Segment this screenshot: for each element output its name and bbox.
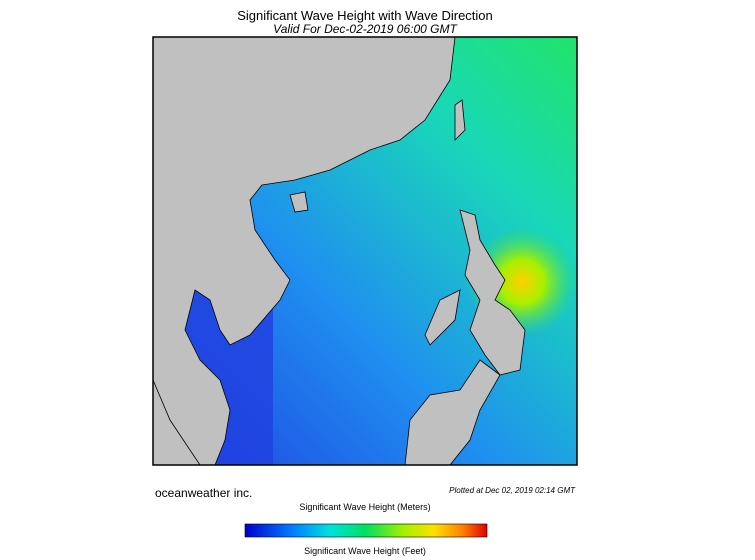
colorbar-feet-label: Significant Wave Height (Feet)	[304, 546, 426, 556]
map-frame	[152, 36, 578, 466]
subtitle: Valid For Dec-02-2019 06:00 GMT	[273, 22, 458, 36]
map	[153, 37, 577, 465]
land	[153, 37, 526, 465]
credit: oceanweather inc.	[155, 486, 252, 500]
title: Significant Wave Height with Wave Direct…	[237, 8, 493, 23]
colorbar	[244, 523, 488, 538]
colorbar-meters-label: Significant Wave Height (Meters)	[299, 502, 430, 512]
plotted-time: Plotted at Dec 02, 2019 02:14 GMT	[449, 486, 576, 495]
